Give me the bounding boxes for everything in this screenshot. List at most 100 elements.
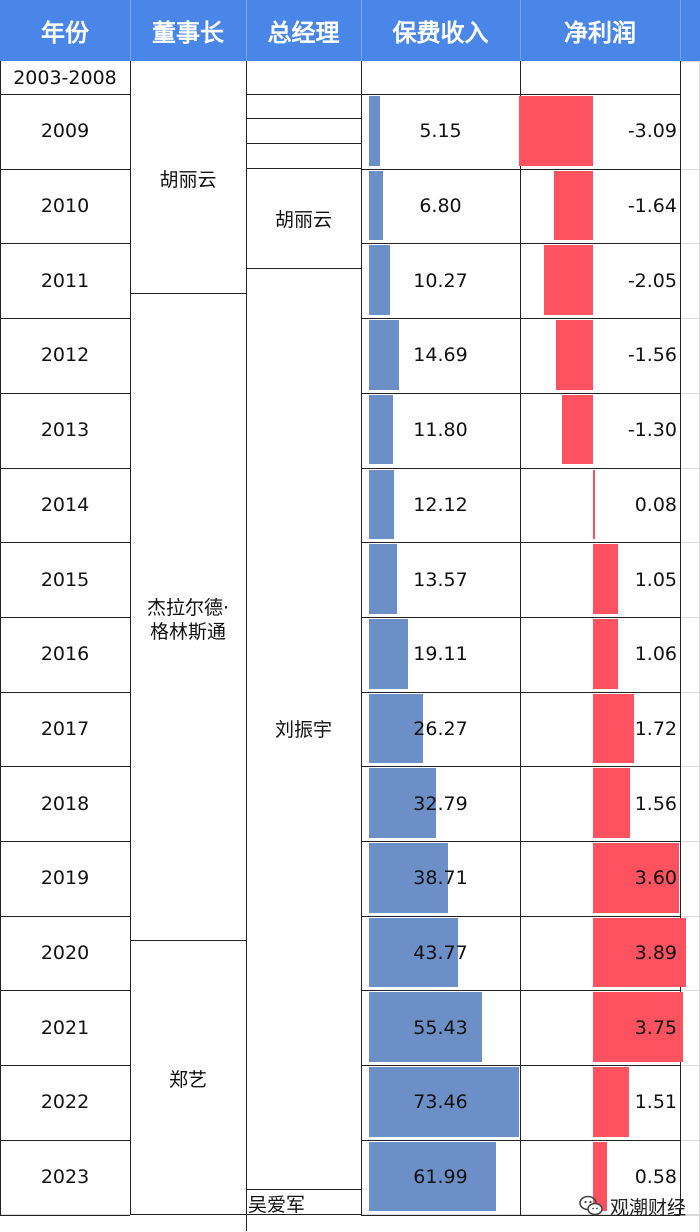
net-profit-bar-2023 [593,1141,607,1212]
row-border [361,617,680,618]
year-cell-2017: 2017 [40,717,90,740]
row-border [361,990,680,991]
spreadsheet-gridline [680,990,700,992]
net-profit-bar-2019 [593,843,680,913]
spreadsheet-gridline [680,318,700,320]
net-profit-bar-2013 [561,394,593,465]
premium-income-label-2009: 5.15 [419,120,462,143]
year-cell-2016: 2016 [40,643,90,666]
header-divider [361,0,362,61]
net-profit-label-2017: 1.72 [634,717,677,740]
chairman-span-border [130,940,246,941]
row-border [0,393,130,394]
row-border [0,692,130,693]
year-cell-2023: 2023 [40,1166,90,1189]
watermark: 观潮财经 [578,1188,686,1224]
year-cell-2010: 2010 [40,195,90,218]
spreadsheet-gridline [680,1214,700,1216]
net-profit-label-2010: -1.64 [627,195,677,218]
net-profit-bar-2022 [593,1067,630,1137]
year-cell-2012: 2012 [40,344,90,367]
spreadsheet-gridline [680,61,700,62]
premium-income-bar-2010 [369,170,383,241]
row-border [361,542,680,543]
net-profit-bar-2017 [593,693,635,764]
row-border [361,916,680,917]
net-profit-bar-2016 [593,618,619,689]
gm-span-border [246,1189,361,1190]
header-divider [520,0,521,61]
year-cell-2021: 2021 [40,1016,90,1039]
premium-income-bar-2013 [369,394,394,465]
premium-income-bar-2014 [369,469,394,540]
net-profit-bar-2011 [543,245,593,316]
year-cell-2022: 2022 [40,1091,90,1114]
year-cell-2015: 2015 [40,568,90,591]
spreadsheet-gridline [680,915,700,917]
year-cell-2013: 2013 [40,419,90,442]
premium-income-label-2011: 10.27 [413,269,468,292]
row-border [361,169,680,170]
premium-income-bar-2015 [369,544,397,614]
row-border [0,243,130,244]
net-profit-label-2021: 3.75 [634,1016,677,1039]
spreadsheet-gridline [680,1139,700,1141]
gm-name-wu-aijun: 吴爱军 [248,1194,306,1216]
row-border [0,169,130,170]
header-year: 年份 [0,0,130,61]
net-profit-label-2014: 0.08 [634,493,677,516]
chairman-span-border [130,293,246,294]
premium-income-label-2012: 14.69 [413,344,468,367]
net-profit-label-2020: 3.89 [634,942,677,965]
premium-income-label-2014: 12.12 [413,493,468,516]
row-border [361,841,680,842]
premium-income-bar-2016 [369,618,409,689]
net-profit-label-2019: 3.60 [634,867,677,890]
gm-name-hu-liyun: 胡丽云 [274,209,332,231]
premium-income-label-2020: 43.77 [413,942,468,965]
net-profit-bar-2021 [593,992,683,1063]
row-border [246,94,361,95]
header-net-profit: 净利润 [520,0,680,61]
gm-row-border [246,168,361,169]
gm-span-border [246,1214,361,1215]
net-profit-label-2015: 1.05 [634,568,677,591]
gm-row-border [246,143,361,144]
watermark-text: 观潮财经 [610,1196,687,1219]
premium-income-bar-2021 [369,992,483,1063]
row-border [0,542,130,543]
row-border [0,841,130,842]
row-border [0,1215,130,1216]
net-profit-label-2013: -1.30 [627,419,677,442]
row-border [0,1065,130,1066]
net-profit-bar-2010 [553,170,593,241]
gm-row-border [246,118,361,119]
year-cell-2019: 2019 [40,867,90,890]
net-profit-bar-2018 [593,768,631,838]
spreadsheet-gridline [680,1065,700,1067]
row-border [361,243,680,244]
premium-income-bar-2012 [369,320,399,390]
net-profit-label-2009: -3.09 [627,120,677,143]
row-border [361,1140,680,1141]
premium-income-bar-2018 [369,768,436,838]
spreadsheet-gridline [680,392,700,394]
year-cell-2014: 2014 [40,493,90,516]
premium-income-bar-2019 [369,843,449,913]
net-profit-bar-2012 [555,320,593,390]
spreadsheet-gridline [680,691,700,693]
chairman-span-border [130,1214,246,1215]
row-border [361,393,680,394]
spreadsheet-gridline [680,467,700,469]
row-border [361,1065,680,1066]
column-border [361,61,362,1215]
net-profit-label-2016: 1.06 [634,643,677,666]
premium-income-label-2016: 19.11 [413,643,468,666]
premium-income-label-2010: 6.80 [419,195,462,218]
row-border [361,1215,680,1216]
premium-income-label-2017: 26.27 [413,717,468,740]
spreadsheet-gridline [680,243,700,245]
row-border [0,1140,130,1141]
net-profit-bar-2014 [593,469,595,540]
